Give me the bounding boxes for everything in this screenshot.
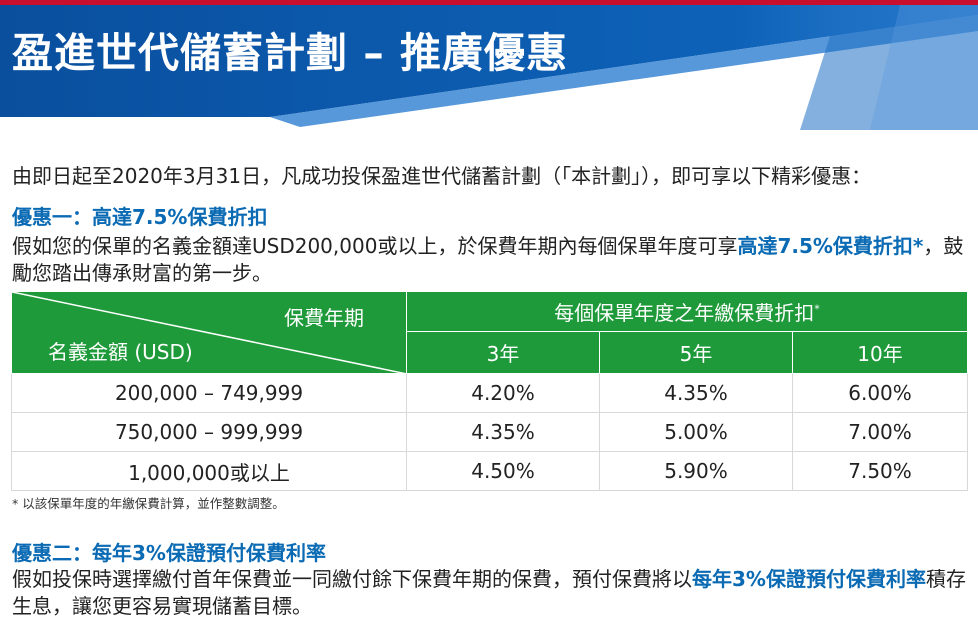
row-amount: 200,000 – 749,999 [11,373,407,413]
table-corner-header: 保費年期 名義金額 (USD) [11,291,407,374]
corner-diagonal-line [12,292,407,374]
column-header-3yr: 3年 [406,331,600,374]
row-value-5yr: 5.00% [599,412,793,452]
intro-text: 由即日起至2020年3月31日，凡成功投保盈進世代儲蓄計劃（「本計劃」），即可享… [12,164,872,188]
discount-table: 保費年期 名義金額 (USD) 每個保單年度之年繳保費折扣* 3年 5年 10年… [11,291,969,491]
offer2-text-before: 假如投保時選擇繳付首年保費並一同繳付餘下保費年期的保費，預付保費將以 [12,567,692,591]
offer2-highlight: 每年3%保證預付保費利率 [692,567,926,591]
table-row: 200,000 – 749,999 4.20% 4.35% 6.00% [11,373,969,413]
page-title: 盈進世代儲蓄計劃 – 推廣優惠 [12,29,569,77]
offer1-heading: 優惠一：高達7.5%保費折扣 [12,205,268,229]
offer2-paragraph: 假如投保時選擇繳付首年保費並一同繳付餘下保費年期的保費，預付保費將以每年3%保證… [12,566,972,620]
group-header: 每個保單年度之年繳保費折扣* [405,291,969,332]
corner-label-term: 保費年期 [284,306,364,330]
row-value-10yr: 7.50% [791,451,969,491]
column-header-5yr: 5年 [599,331,793,374]
offer1-text-before: 假如您的保單的名義金額達USD200,000或以上，於保費年期內每個保單年度可享 [12,234,738,258]
offer2-text-after: 積存生息，讓您更容易實現儲蓄目標。 [12,567,966,618]
banner-background [0,5,978,130]
group-header-label: 每個保單年度之年繳保費折扣 [554,301,815,325]
row-value-3yr: 4.35% [406,412,600,452]
footnote: * 以該保單年度的年繳保費計算，並作整數調整。 [12,496,285,511]
row-value-3yr: 4.20% [406,373,600,413]
row-amount: 1,000,000或以上 [11,451,407,491]
row-value-10yr: 6.00% [791,373,969,413]
offer1-highlight: 高達7.5%保費折扣* [737,234,924,258]
row-value-5yr: 5.90% [599,451,793,491]
row-amount: 750,000 – 999,999 [11,412,407,452]
top-accent-line [0,0,978,5]
table-row: 1,000,000或以上 4.50% 5.90% 7.50% [11,451,969,491]
corner-label-amount: 名義金額 (USD) [48,340,193,364]
group-header-mark: * [814,302,820,316]
row-value-10yr: 7.00% [791,412,969,452]
title-banner: 盈進世代儲蓄計劃 – 推廣優惠 [0,5,978,130]
offer1-text-after: ，鼓勵您踏出傳承財富的第一步。 [12,234,964,285]
table-row: 750,000 – 999,999 4.35% 5.00% 7.00% [11,412,969,452]
offer2-heading: 優惠二：每年3%保證預付保費利率 [12,541,326,565]
column-header-10yr: 10年 [791,331,969,374]
row-value-5yr: 4.35% [599,373,793,413]
offer1-paragraph: 假如您的保單的名義金額達USD200,000或以上，於保費年期內每個保單年度可享… [12,233,972,287]
row-value-3yr: 4.50% [406,451,600,491]
